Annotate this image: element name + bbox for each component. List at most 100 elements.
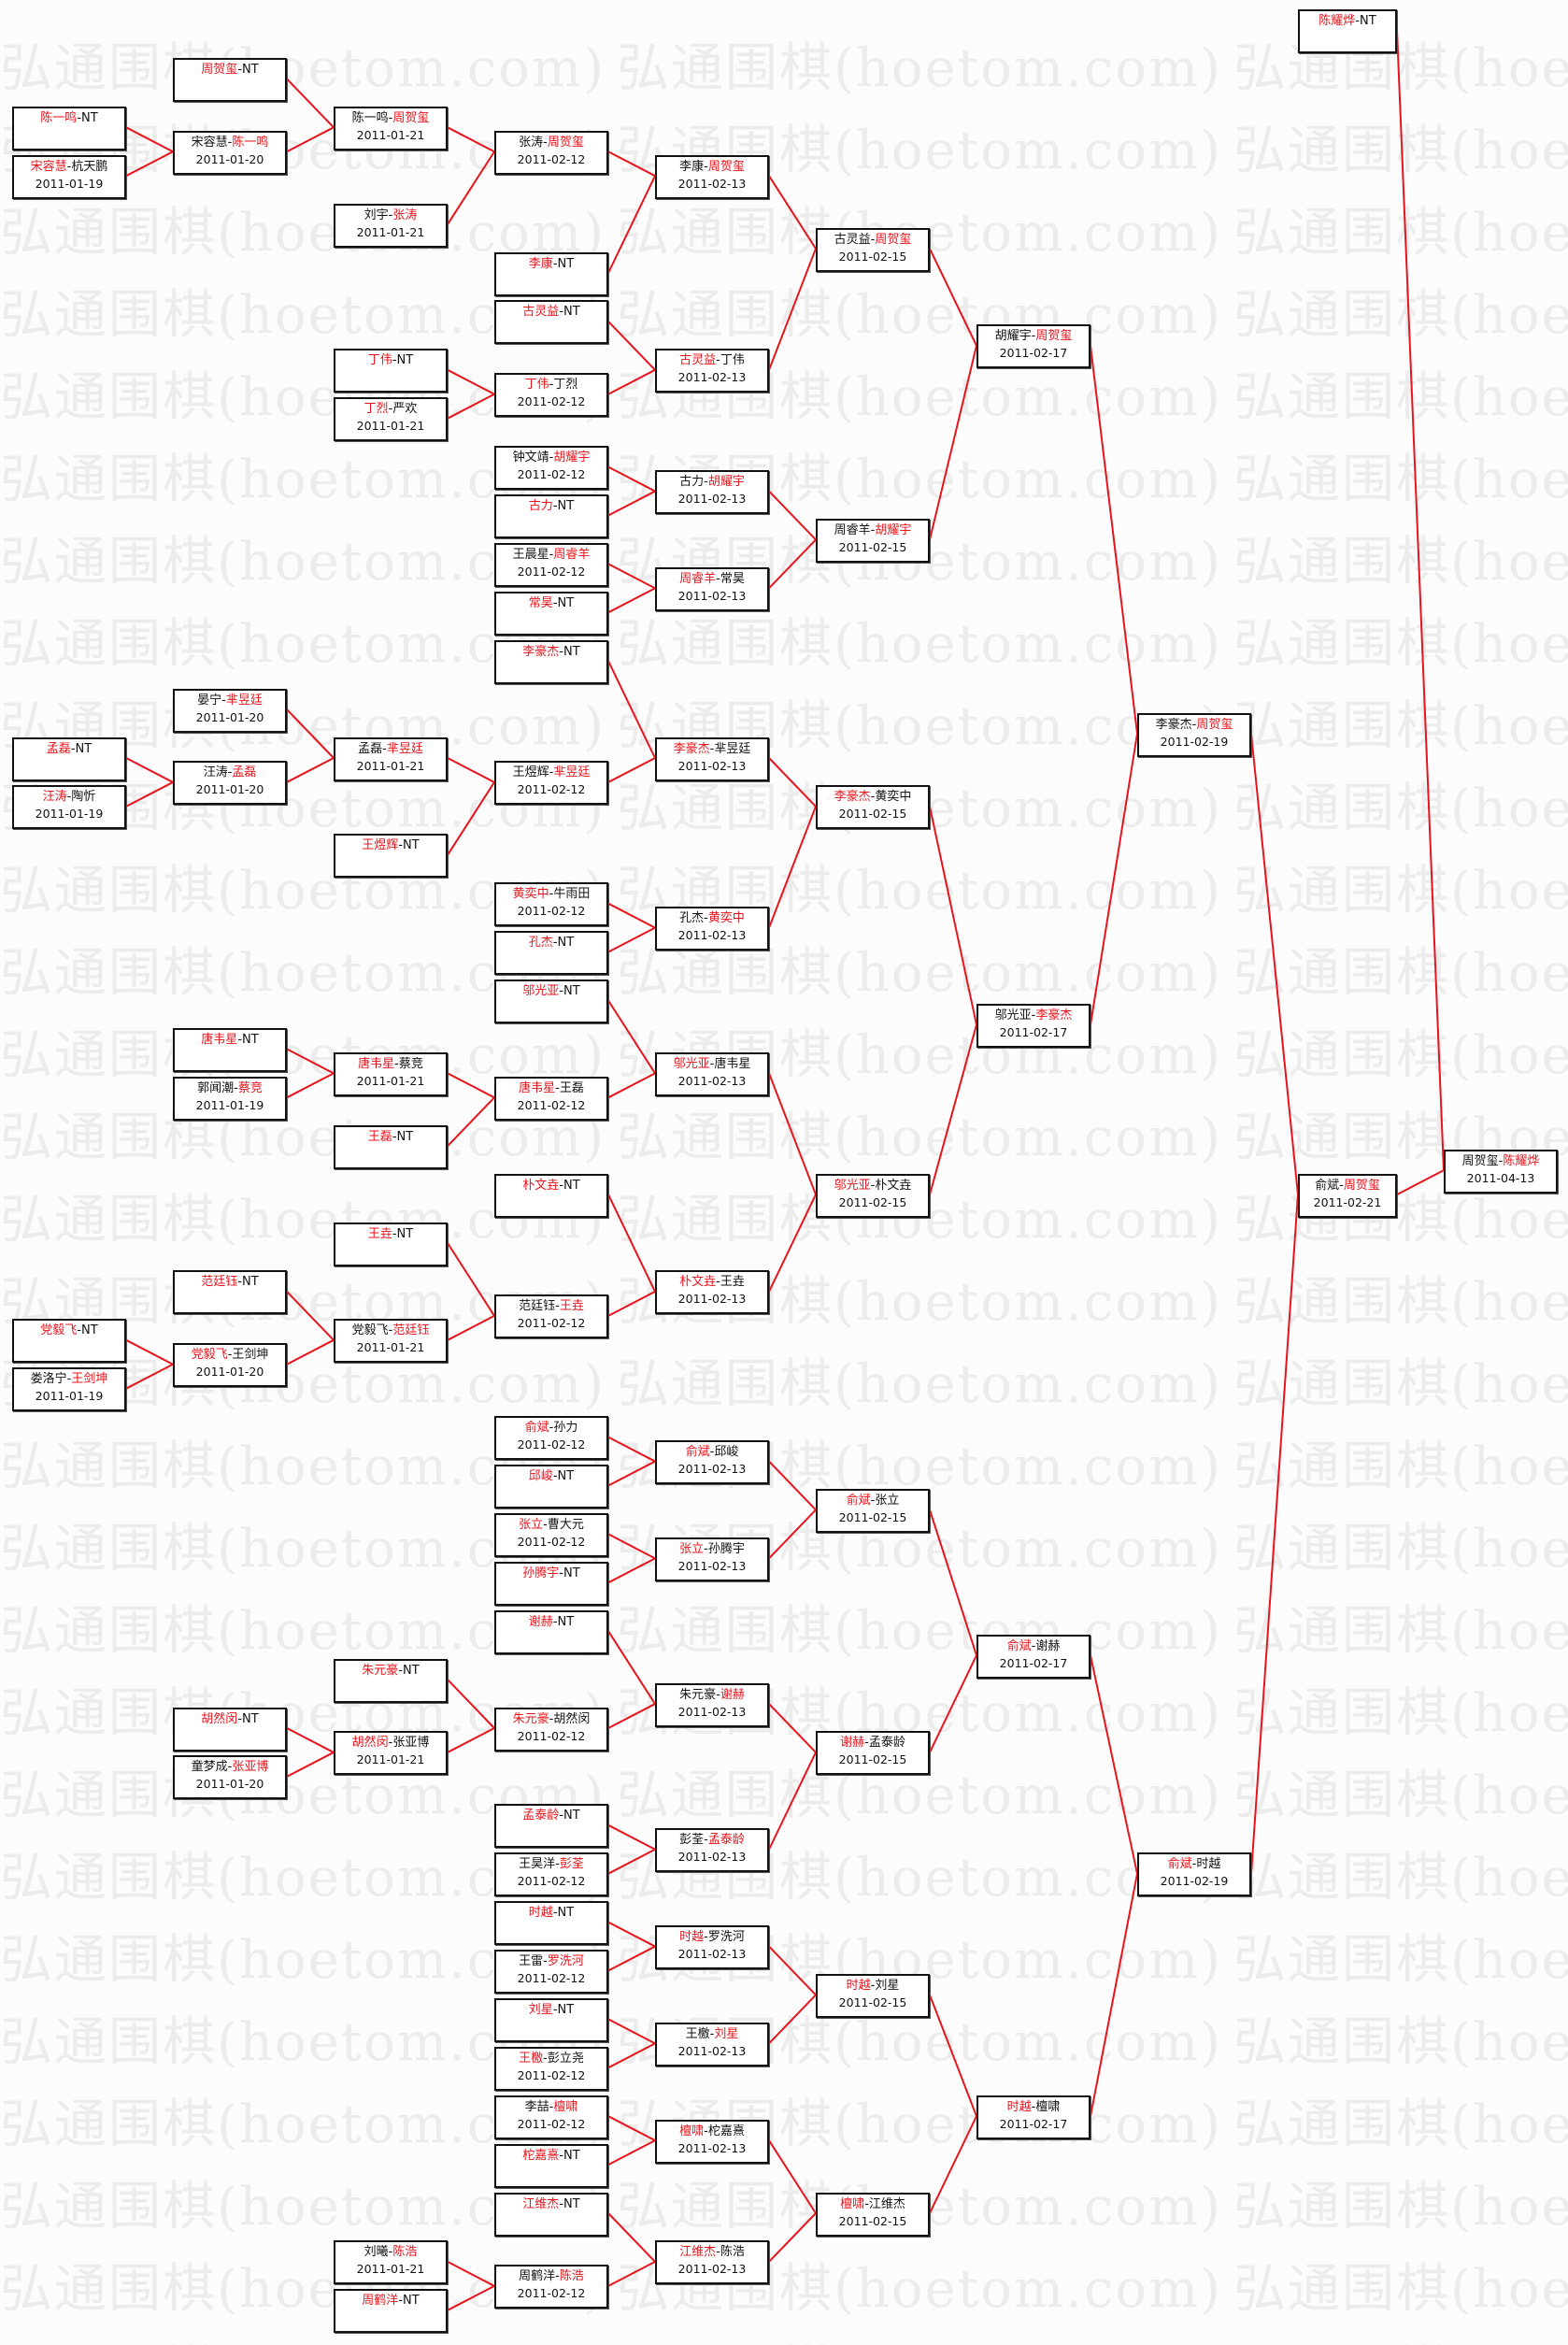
winner-name: 俞斌 [524,1421,549,1436]
bracket-connector [929,1024,977,1195]
match-box: 王檄-刘星 2011-02-13 [655,2022,769,2066]
final-match-box: 周贺玺-陈耀烨 2011-04-13 [1444,1149,1558,1194]
match-date: 2011-02-12 [517,2116,586,2131]
winner-name: 周贺玺 [392,110,430,125]
match-box: 胡耀宇-周贺玺 2011-02-17 [976,324,1090,369]
loser-name: 谢赫 [1035,1638,1061,1653]
match-players: 时越-NT [496,1905,606,1922]
separator: - [864,1736,869,1751]
loser-name: 古灵益 [834,232,871,247]
bracket-connector [607,1436,656,1463]
match-date: 2011-02-17 [999,346,1068,361]
match-players: 汪涛-孟磊 [175,765,285,781]
loser-name: 牛雨田 [553,887,591,902]
loser-name: 孟泰龄 [868,1736,905,1751]
separator: - [716,1275,720,1290]
separator: - [559,305,564,320]
separator: - [552,256,558,271]
match-players: 晏宁-芈昱廷 [175,693,285,709]
match-date: 2011-02-13 [677,370,747,385]
match-box: 俞斌-周贺玺 2011-02-21 [1298,1173,1397,1218]
separator: - [66,159,72,174]
match-date: 2011-02-13 [677,758,747,773]
no-opponent-label: NT [563,1809,580,1823]
loser-name: 蔡竞 [398,1056,423,1071]
separator: - [704,2123,708,2138]
winner-name: 王垚 [367,1226,392,1241]
match-players: 王檄-彭立尧 [496,2051,606,2067]
bracket-connector [447,368,495,395]
winner-name: 时越 [1006,2099,1032,2114]
match-players: 孟磊-芈昱廷 [335,741,446,758]
separator: - [77,1323,82,1338]
loser-name: 孟磊 [358,741,383,756]
match-date: 2011-02-13 [677,176,747,191]
match-players: 孟泰龄-NT [496,1808,606,1824]
bracket-connector [447,757,495,783]
separator: - [70,741,76,756]
bracket-connector [447,1679,495,1729]
loser-name: 刘宇 [363,207,389,222]
match-date: 2011-02-13 [677,1558,747,1573]
winner-name: 常昊 [528,595,553,610]
winner-name: 檀啸 [679,2123,705,2138]
separator: - [237,1711,243,1726]
separator: - [549,1421,554,1436]
match-box: 古灵益-周贺玺 2011-02-15 [816,227,930,272]
loser-name: 李康 [679,159,705,174]
loser-name: 常昊 [720,571,745,586]
match-box: 孙腾宇-NT [494,1561,608,1606]
match-date: 2011-01-20 [195,709,264,724]
bracket-connector [607,1194,656,1293]
loser-name: 时越 [1196,1857,1221,1872]
winner-name: 孟泰龄 [522,1809,560,1823]
loser-name: 唐韦星 [714,1056,751,1071]
match-box: 时越-刘星 2011-02-15 [816,1973,930,2018]
match-box: 周贺玺-NT [173,57,287,102]
match-box: 江维杰-陈浩 2011-02-13 [655,2240,769,2285]
match-players: 张立-孙腾宇 [657,1541,767,1558]
separator: - [237,1032,243,1047]
match-date: 2011-02-13 [677,1704,747,1719]
winner-name: 周贺玺 [201,62,238,77]
winner-name: 彭荃 [559,1857,584,1872]
match-players: 胡然闵-NT [175,1711,285,1728]
match-players: 江维杰-陈浩 [657,2244,767,2261]
loser-name: 钟文靖 [512,450,549,465]
match-players: 李康-周贺玺 [657,159,767,176]
match-players: 童梦成-张亚博 [175,1759,285,1776]
no-opponent-label: NT [1360,14,1376,28]
match-date: 2011-02-12 [517,151,586,166]
separator: - [552,595,558,610]
match-players: 张涛-周贺玺 [496,135,606,151]
match-players: 李豪杰-周贺玺 [1139,717,1249,734]
loser-name: 孙腾宇 [707,1541,745,1556]
match-box: 邬光亚-唐韦星 2011-02-13 [655,1051,769,1096]
match-date: 2011-02-15 [838,1995,907,2009]
winner-name: 芈昱廷 [386,741,423,756]
match-box: 郭闻潮-蔡竞 2011-01-19 [173,1076,287,1121]
bracket-connector [286,78,335,128]
winner-name: 俞斌 [846,1493,871,1508]
match-players: 周贺玺-NT [175,62,285,79]
separator: - [555,1299,560,1314]
match-box: 邬光亚-李豪杰 2011-02-17 [976,1003,1090,1048]
separator: - [559,2148,564,2163]
bracket-connector [607,321,656,371]
match-box: 俞斌-邱峻 2011-02-13 [655,1440,769,1485]
match-box: 古力-胡耀宇 2011-02-13 [655,470,769,515]
match-players: 孟磊-NT [14,741,124,758]
match-players: 张立-曹大元 [496,1517,606,1534]
match-box: 周鹤洋-NT [334,2289,448,2334]
separator: - [549,2099,554,2114]
separator: - [221,693,226,708]
bracket-connector [607,1291,656,1317]
loser-name: 王剑坤 [232,1348,269,1363]
bracket-connector [607,1703,656,1729]
bracket-connector [768,1994,817,2045]
bracket-connector [929,1654,977,1753]
loser-name: 孙力 [553,1421,578,1436]
match-box: 朴文垚-NT [494,1173,608,1218]
winner-name: 周贺玺 [1196,717,1233,732]
match-players: 江维杰-NT [496,2196,606,2213]
